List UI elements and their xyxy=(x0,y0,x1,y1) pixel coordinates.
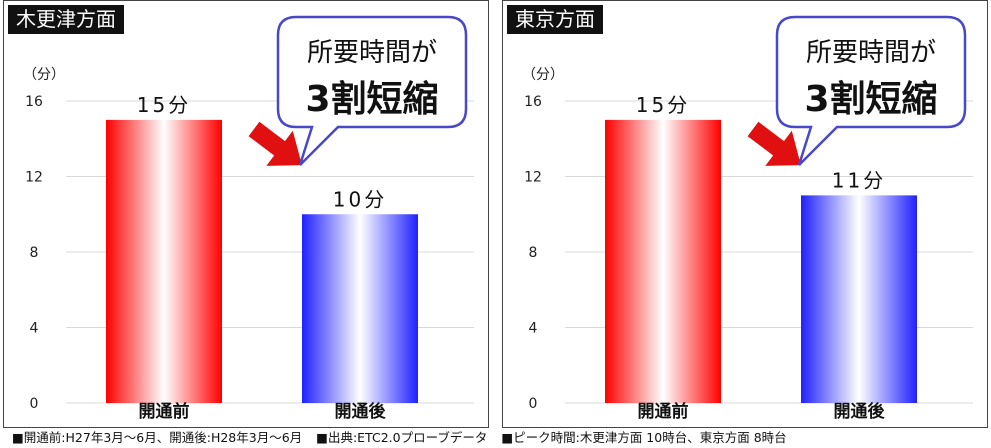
footnote-source: ■出典:ETC2.0プローブデータ xyxy=(316,430,488,445)
value-label: 11分 xyxy=(832,168,886,192)
y-tick-label: 8 xyxy=(30,245,39,261)
value-label: 15分 xyxy=(137,93,191,117)
category-label: 開通前 xyxy=(638,401,689,422)
arrow-icon xyxy=(248,121,302,166)
category-label: 開通後 xyxy=(834,401,886,422)
value-label: 15分 xyxy=(636,93,690,117)
chart-panel-kisarazu: 木更津方面 （分） 0 4 8 12 16 15分開通前 10分開通後 所要時間が 3割短縮 xyxy=(3,0,489,428)
y-tick-label: 12 xyxy=(524,170,542,186)
y-tick-label: 0 xyxy=(30,396,39,412)
bar-after xyxy=(801,195,917,403)
y-tick-label: 8 xyxy=(529,245,538,261)
category-label: 開通後 xyxy=(335,401,387,422)
footnote-period: ■開通前:H27年3月〜6月、開通後:H28年3月〜6月 xyxy=(12,430,303,445)
y-axis-label: （分） xyxy=(23,67,65,83)
callout-line2: 3割短縮 xyxy=(305,79,438,120)
y-axis-label: （分） xyxy=(522,67,564,83)
callout-bubble xyxy=(775,15,967,166)
bar-before xyxy=(106,119,222,403)
callout-bubble xyxy=(276,15,468,166)
callout-line1: 所要時間が xyxy=(806,38,936,68)
y-tick-label: 4 xyxy=(30,321,39,337)
category-label: 開通前 xyxy=(139,401,190,422)
y-tick-label: 16 xyxy=(25,94,43,110)
y-tick-label: 0 xyxy=(529,396,538,412)
callout-line2: 3割短縮 xyxy=(804,79,937,120)
value-label: 10分 xyxy=(333,187,387,211)
y-tick-label: 4 xyxy=(529,321,538,337)
footnote-peak: ■ピーク時間:木更津方面 10時台、東京方面 8時台 xyxy=(501,430,787,445)
panel-title: 木更津方面 xyxy=(8,5,124,34)
y-tick-label: 16 xyxy=(524,94,542,110)
callout-line1: 所要時間が xyxy=(307,38,437,68)
panel-title: 東京方面 xyxy=(507,5,603,34)
bar-after xyxy=(302,214,418,403)
chart-panel-tokyo: 東京方面 （分） 0 4 8 12 16 15分開通前 11分開通後 所要時間が 3割短縮 xyxy=(502,0,988,428)
y-tick-label: 12 xyxy=(25,170,43,186)
bar-before xyxy=(605,119,721,403)
footnote: ■開通前:H27年3月〜6月、開通後:H28年3月〜6月 ■出典:ETC2.0プ… xyxy=(12,428,797,448)
arrow-icon xyxy=(747,121,801,166)
